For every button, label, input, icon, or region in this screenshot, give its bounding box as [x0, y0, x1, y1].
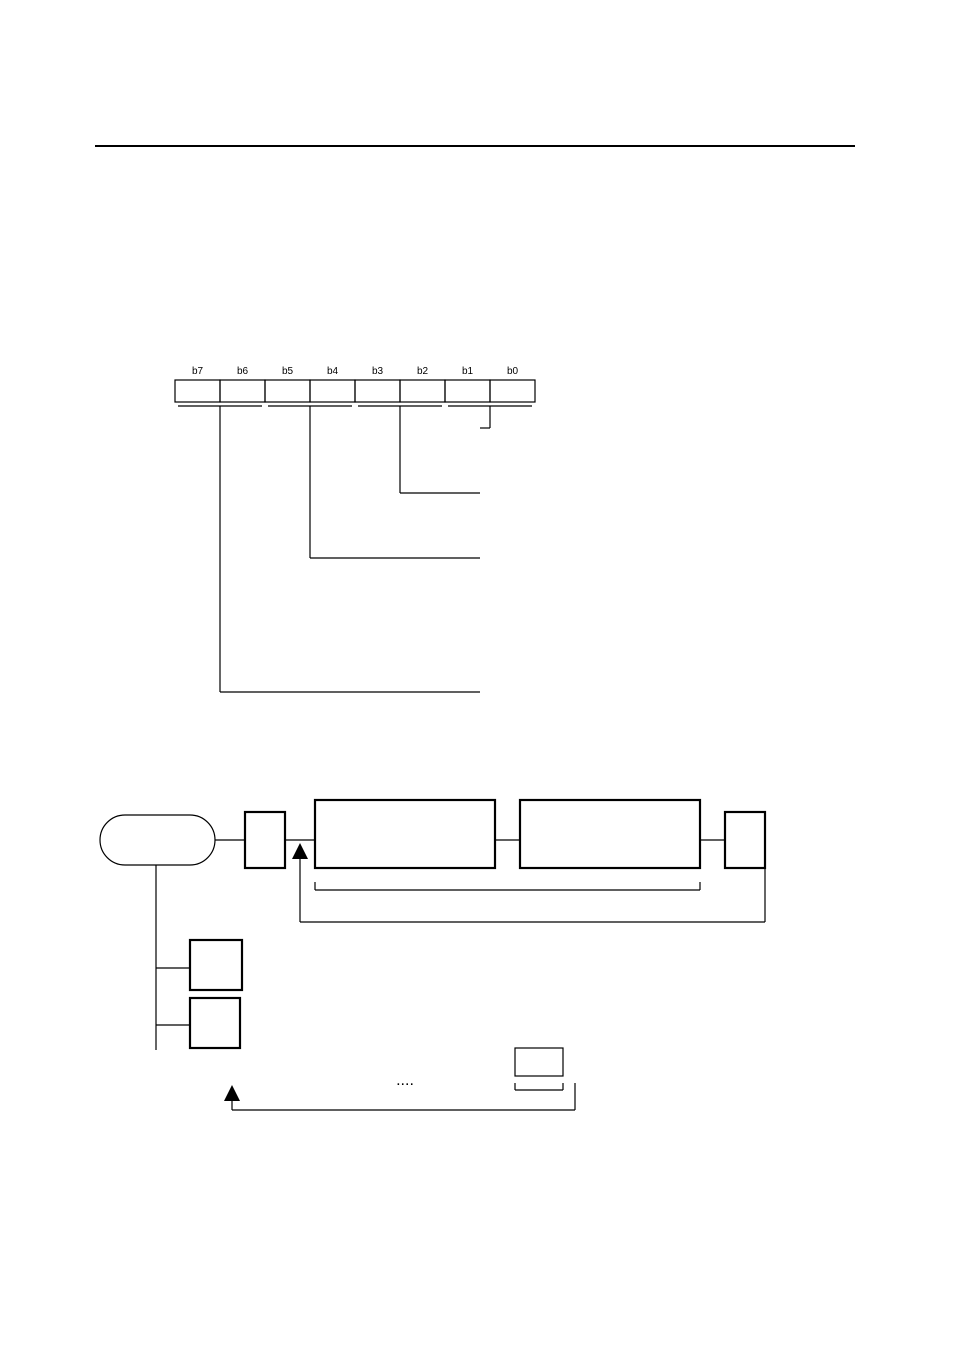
- svg-text:b3: b3: [372, 366, 384, 377]
- svg-text:b4: b4: [327, 366, 339, 377]
- syntax-diagram: ....: [100, 800, 765, 1110]
- diagram-canvas: b7 b6 b5 b4 b3 b2 b1 b0 ....: [0, 0, 954, 1351]
- ellipsis-dots: ....: [396, 1072, 414, 1089]
- svg-text:b6: b6: [237, 366, 249, 377]
- svg-text:b0: b0: [507, 366, 519, 377]
- svg-text:b5: b5: [282, 366, 294, 377]
- bit-table: b7 b6 b5 b4 b3 b2 b1 b0: [175, 366, 535, 402]
- svg-text:b1: b1: [462, 366, 474, 377]
- bit-leaders: [178, 406, 532, 692]
- svg-text:b2: b2: [417, 366, 429, 377]
- svg-text:b7: b7: [192, 366, 204, 377]
